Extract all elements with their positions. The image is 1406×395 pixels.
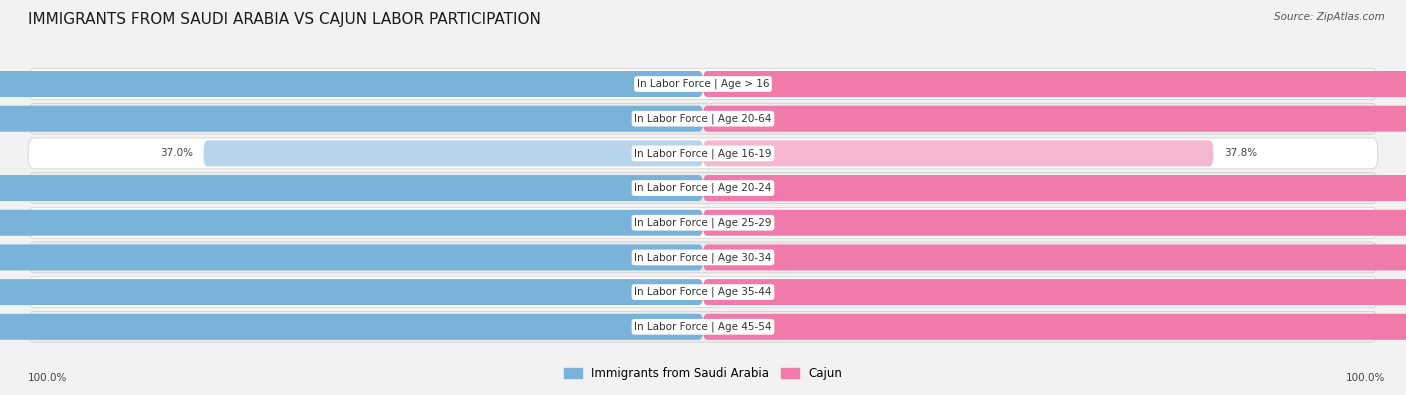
FancyBboxPatch shape: [0, 71, 703, 97]
Text: 37.0%: 37.0%: [160, 149, 193, 158]
FancyBboxPatch shape: [28, 103, 1378, 134]
FancyBboxPatch shape: [703, 245, 1406, 271]
Text: In Labor Force | Age 45-54: In Labor Force | Age 45-54: [634, 322, 772, 332]
Text: In Labor Force | Age 30-34: In Labor Force | Age 30-34: [634, 252, 772, 263]
Text: In Labor Force | Age > 16: In Labor Force | Age > 16: [637, 79, 769, 89]
FancyBboxPatch shape: [703, 71, 1406, 97]
FancyBboxPatch shape: [204, 140, 703, 166]
FancyBboxPatch shape: [28, 242, 1378, 273]
Text: In Labor Force | Age 20-24: In Labor Force | Age 20-24: [634, 183, 772, 193]
FancyBboxPatch shape: [0, 314, 703, 340]
FancyBboxPatch shape: [28, 173, 1378, 203]
FancyBboxPatch shape: [703, 106, 1406, 132]
FancyBboxPatch shape: [703, 140, 1213, 166]
Text: 100.0%: 100.0%: [28, 373, 67, 383]
Text: Source: ZipAtlas.com: Source: ZipAtlas.com: [1274, 12, 1385, 22]
FancyBboxPatch shape: [0, 106, 703, 132]
FancyBboxPatch shape: [28, 69, 1378, 100]
FancyBboxPatch shape: [28, 207, 1378, 238]
FancyBboxPatch shape: [28, 276, 1378, 308]
Text: 100.0%: 100.0%: [1346, 373, 1385, 383]
FancyBboxPatch shape: [703, 314, 1406, 340]
FancyBboxPatch shape: [28, 311, 1378, 342]
Text: 37.8%: 37.8%: [1225, 149, 1257, 158]
FancyBboxPatch shape: [703, 279, 1406, 305]
FancyBboxPatch shape: [28, 138, 1378, 169]
Text: In Labor Force | Age 20-64: In Labor Force | Age 20-64: [634, 113, 772, 124]
Text: In Labor Force | Age 35-44: In Labor Force | Age 35-44: [634, 287, 772, 297]
Text: In Labor Force | Age 16-19: In Labor Force | Age 16-19: [634, 148, 772, 159]
FancyBboxPatch shape: [0, 279, 703, 305]
Text: In Labor Force | Age 25-29: In Labor Force | Age 25-29: [634, 218, 772, 228]
FancyBboxPatch shape: [0, 175, 703, 201]
FancyBboxPatch shape: [703, 210, 1406, 236]
FancyBboxPatch shape: [0, 245, 703, 271]
Text: IMMIGRANTS FROM SAUDI ARABIA VS CAJUN LABOR PARTICIPATION: IMMIGRANTS FROM SAUDI ARABIA VS CAJUN LA…: [28, 12, 541, 27]
FancyBboxPatch shape: [703, 175, 1406, 201]
Legend: Immigrants from Saudi Arabia, Cajun: Immigrants from Saudi Arabia, Cajun: [560, 363, 846, 385]
FancyBboxPatch shape: [0, 210, 703, 236]
